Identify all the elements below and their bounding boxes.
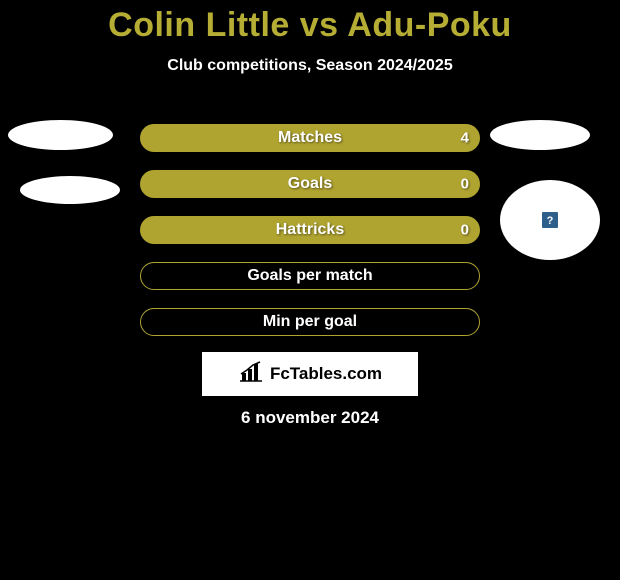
placeholder-circle: ? <box>500 180 600 260</box>
stat-row-matches: Matches 4 <box>140 124 480 152</box>
stat-label: Goals per match <box>247 267 372 285</box>
placeholder-ellipse <box>490 120 590 150</box>
date-text: 6 november 2024 <box>0 408 620 428</box>
brand-text: FcTables.com <box>270 364 382 384</box>
placeholder-ellipse <box>8 120 113 150</box>
stat-label: Min per goal <box>263 313 357 331</box>
stat-row-goals: Goals 0 <box>140 170 480 198</box>
stat-value: 0 <box>461 222 469 239</box>
stat-row-min-per-goal: Min per goal <box>140 308 480 336</box>
player2-name: Adu-Poku <box>347 6 512 44</box>
player1-name: Colin Little <box>108 6 290 44</box>
vs-separator: vs <box>300 6 339 44</box>
subtitle: Club competitions, Season 2024/2025 <box>0 57 620 75</box>
placeholder-ellipse <box>20 176 120 204</box>
stat-row-hattricks: Hattricks 0 <box>140 216 480 244</box>
stat-label: Hattricks <box>276 221 344 239</box>
stat-label: Goals <box>288 175 332 193</box>
brand-box[interactable]: FcTables.com <box>202 352 418 396</box>
stat-rows: Matches 4 Goals 0 Hattricks 0 Goals per … <box>140 124 480 354</box>
stat-label: Matches <box>278 129 342 147</box>
question-icon: ? <box>542 212 558 228</box>
svg-text:?: ? <box>547 215 554 227</box>
stat-value: 4 <box>461 130 469 147</box>
stat-row-goals-per-match: Goals per match <box>140 262 480 290</box>
stat-value: 0 <box>461 176 469 193</box>
comparison-title: Colin Little vs Adu-Poku <box>0 0 620 45</box>
bar-chart-icon <box>238 361 264 388</box>
